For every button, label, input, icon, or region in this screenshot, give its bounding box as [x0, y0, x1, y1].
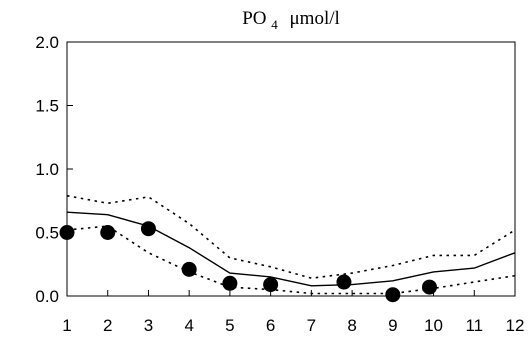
data-point	[59, 225, 75, 240]
data-point	[100, 225, 116, 240]
x-tick-label: 1	[62, 316, 71, 335]
chart-title-main: PO	[242, 8, 266, 29]
x-tick-label: 10	[424, 316, 443, 335]
y-tick-label: 0.5	[35, 224, 59, 243]
plot-frame	[66, 41, 516, 297]
x-tick-label: 2	[103, 316, 112, 335]
data-point	[181, 261, 197, 277]
y-tick-label: 0.0	[35, 287, 59, 306]
x-tick-label: 7	[307, 316, 316, 335]
data-point	[421, 279, 437, 295]
x-tick-label: 3	[144, 316, 153, 335]
x-tick-label: 4	[184, 316, 193, 335]
x-tick-label: 9	[388, 316, 397, 335]
chart-title-subscript: 4	[271, 17, 278, 32]
data-point	[140, 221, 156, 237]
y-tick-label: 2.0	[35, 33, 59, 52]
data-point	[222, 275, 238, 291]
data-point	[263, 277, 279, 293]
x-tick-label: 5	[225, 316, 234, 335]
dotted-series-line	[66, 225, 516, 295]
x-tick-label: 12	[506, 316, 525, 335]
y-tick-label: 1.5	[35, 97, 59, 116]
data-point	[385, 287, 401, 303]
dotted-series-line	[66, 194, 516, 280]
x-tick-label: 11	[465, 316, 483, 335]
chart-title: PO 4 μmol/l	[242, 8, 340, 34]
chart-title-unit: μmol/l	[289, 8, 339, 29]
x-tick-label: 8	[347, 316, 356, 335]
solid-series-line	[66, 211, 516, 287]
x-tick-label: 6	[266, 316, 275, 335]
data-point	[336, 274, 352, 290]
y-tick-label: 1.0	[35, 160, 59, 179]
